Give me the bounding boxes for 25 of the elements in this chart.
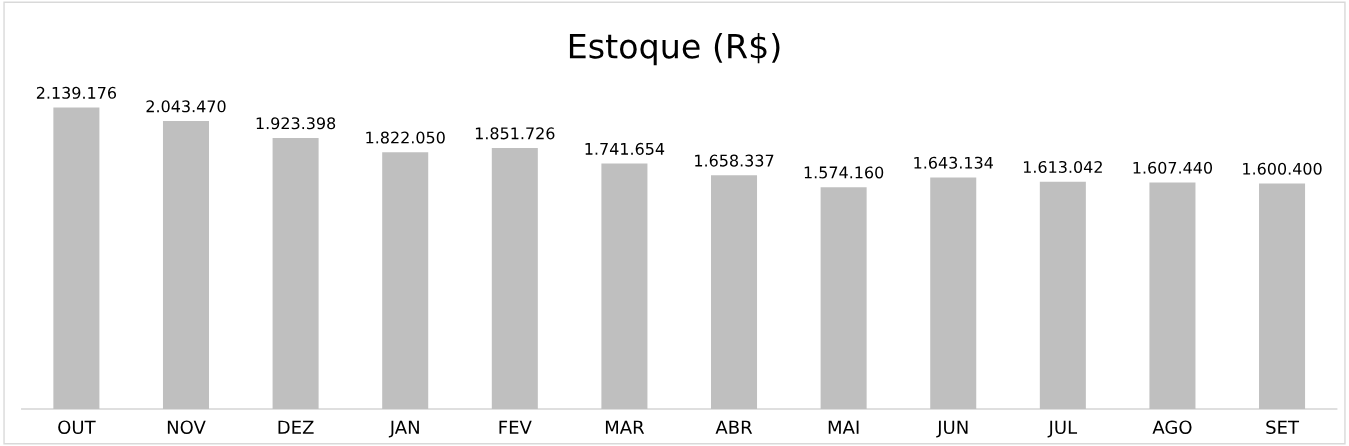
- x-tick-label: JUN: [936, 420, 968, 438]
- x-tick-label: FEV: [499, 420, 532, 434]
- data-label: 2.139.176: [36, 86, 117, 99]
- data-label: 1.822.050: [366, 131, 445, 144]
- data-label: 1.600.400: [1243, 162, 1322, 175]
- x-tick-label: NOV: [167, 420, 206, 435]
- x-tick-label: MAR: [605, 420, 645, 434]
- x-tick-label: JUL: [1047, 420, 1078, 438]
- data-label: 1.658.337: [695, 154, 774, 167]
- x-tick-label: ABR: [715, 420, 753, 434]
- x-tick-label: DEZ: [278, 420, 314, 434]
- x-tick-label: OUT: [58, 420, 96, 435]
- data-label: 1.741.654: [585, 142, 665, 155]
- data-label: 1.643.134: [914, 156, 993, 169]
- x-tick-label: AGO: [1152, 420, 1192, 435]
- x-tick-label: JAN: [388, 420, 419, 438]
- data-label: 1.923.398: [256, 117, 336, 130]
- x-tick-label: MAI: [828, 420, 859, 434]
- data-label: 1.607.440: [1133, 161, 1213, 174]
- x-tick-label: SET: [1266, 420, 1300, 435]
- data-label: 2.043.470: [146, 100, 226, 113]
- chart-title: Estoque (R$): [569, 32, 780, 66]
- data-label: 1.613.042: [1023, 160, 1102, 174]
- data-label: 1.851.726: [475, 127, 555, 140]
- data-label: 1.574.160: [804, 166, 884, 179]
